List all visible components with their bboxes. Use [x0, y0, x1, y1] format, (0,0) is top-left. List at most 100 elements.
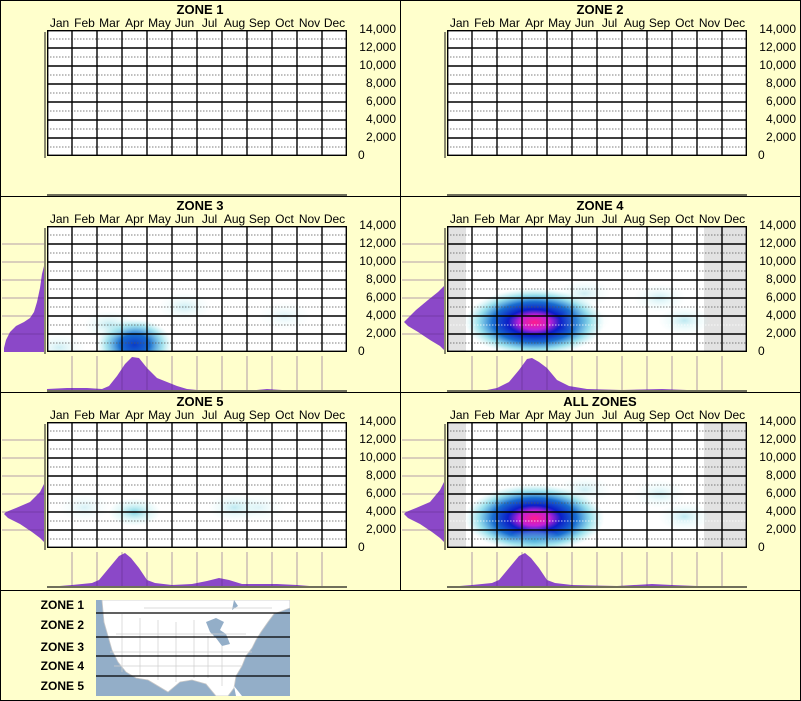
y-tick-label: 14,000 [359, 218, 396, 232]
month-label: Mar [499, 408, 520, 422]
month-label: Nov [298, 408, 321, 422]
heatmap-grid [47, 226, 347, 352]
legend-zone-4: ZONE 4 [40, 659, 84, 673]
panel-all-zones: ALL ZONES Jan Feb Mar Apr May Jun Jul Aug Sep Oct… [400, 392, 800, 588]
y-tick-label: 0 [358, 344, 365, 358]
month-label: Oct [675, 408, 694, 422]
y-tick-label: 0 [758, 344, 765, 358]
vertical-divider [400, 0, 401, 590]
y-tick-label: 6,000 [365, 290, 396, 304]
month-label: Aug [623, 16, 646, 30]
heatmap-grid [447, 30, 747, 156]
horizontal-divider [0, 392, 801, 393]
month-density-curve [447, 356, 747, 392]
y-tick-label: 6,000 [765, 94, 796, 108]
heatmap-grid [447, 226, 747, 352]
month-label: Dec [723, 16, 746, 30]
month-density-curve [47, 356, 347, 392]
month-label: May [548, 212, 571, 226]
month-label: Oct [275, 16, 294, 30]
y-tick-label: 8,000 [765, 76, 796, 90]
y-tick-label: 14,000 [759, 218, 796, 232]
panel-zone-4: ZONE 4 Jan Feb Mar Apr May Jun Jul Aug Sep Oct Nov… [400, 196, 800, 392]
heatmap-grid [447, 422, 747, 548]
y-tick-label: 14,000 [359, 414, 396, 428]
month-label: Oct [275, 212, 294, 226]
month-label: Nov [698, 408, 721, 422]
y-tick-label: 0 [758, 148, 765, 162]
month-label: Sep [248, 212, 271, 226]
month-density-curve [47, 552, 347, 588]
left-axis-line [444, 424, 446, 550]
month-label: Jun [174, 408, 195, 422]
y-tick-label: 8,000 [765, 272, 796, 286]
y-tick-label: 4,000 [365, 112, 396, 126]
heatmap-grid [47, 422, 347, 548]
month-label: Jul [201, 16, 218, 30]
y-tick-label: 12,000 [759, 432, 796, 446]
month-label: Aug [223, 408, 246, 422]
us-zone-map [96, 600, 290, 696]
panel-title: ALL ZONES [563, 394, 637, 409]
left-axis-line [44, 32, 46, 158]
y-tick-label: 6,000 [765, 290, 796, 304]
elevation-density-curve [2, 439, 44, 548]
month-label: Jan [449, 408, 470, 422]
elevation-axis: 14,000 12,000 10,000 8,000 6,000 4,000 2,000 0 [750, 218, 800, 358]
month-label: Aug [223, 212, 246, 226]
y-tick-label: 4,000 [765, 308, 796, 322]
month-label: Apr [525, 16, 544, 30]
elevation-axis: 14,000 12,000 10,000 8,000 6,000 4,000 2,000 0 [350, 218, 400, 358]
y-tick-label: 2,000 [765, 130, 796, 144]
month-label: Apr [125, 212, 144, 226]
month-label: May [148, 408, 171, 422]
y-tick-label: 0 [358, 148, 365, 162]
panel-title: ZONE 1 [176, 2, 224, 17]
y-tick-label: 14,000 [359, 22, 396, 36]
y-tick-label: 2,000 [765, 326, 796, 340]
elevation-axis: 14,000 12,000 10,000 8,000 6,000 4,000 2,000 0 [750, 22, 800, 162]
month-label: Feb [74, 408, 95, 422]
month-label: Feb [474, 212, 495, 226]
elevation-axis: 14,000 12,000 10,000 8,000 6,000 4,000 2,000 0 [350, 22, 400, 162]
density-baseline [447, 390, 747, 392]
density-baseline [447, 194, 747, 196]
month-label: Jul [201, 408, 218, 422]
month-label: Nov [298, 16, 321, 30]
month-label: Jul [201, 212, 218, 226]
month-label: Jan [49, 212, 70, 226]
month-label: Dec [323, 408, 346, 422]
month-label: Apr [525, 408, 544, 422]
month-label: Sep [248, 16, 271, 30]
month-label: Jun [174, 16, 195, 30]
month-label: Oct [675, 16, 694, 30]
month-label: May [548, 16, 571, 30]
month-label: Sep [248, 408, 271, 422]
legend-zone-5: ZONE 5 [40, 679, 84, 693]
month-label: Nov [698, 212, 721, 226]
month-density-curve [447, 552, 747, 588]
zone-legend: ZONE 1 ZONE 2 ZONE 3 ZONE 4 ZONE 5 [0, 591, 801, 701]
y-tick-label: 10,000 [359, 254, 396, 268]
left-axis-line [44, 228, 46, 354]
month-label: Apr [125, 16, 144, 30]
panel-zone-3: ZONE 3 Jan Feb Mar Apr May Jun Jul Aug Sep Oct Nov… [0, 196, 400, 392]
panel-zone-5: ZONE 5 Jan Feb Mar Apr May Jun Jul Aug Sep Oct Nov… [0, 392, 400, 588]
month-label: Jun [574, 212, 595, 226]
month-label: Jan [49, 16, 70, 30]
month-label: Sep [648, 408, 671, 422]
horizontal-divider [0, 196, 801, 197]
month-label: Jul [601, 16, 618, 30]
month-label: Jan [449, 16, 470, 30]
month-label: Dec [323, 16, 346, 30]
y-tick-label: 0 [358, 540, 365, 554]
y-tick-label: 6,000 [365, 94, 396, 108]
y-tick-label: 8,000 [365, 272, 396, 286]
y-tick-label: 10,000 [359, 450, 396, 464]
month-label: Apr [525, 212, 544, 226]
month-axis: Jan Feb Mar Apr May Jun Jul Aug Sep Oct Nov Dec [447, 408, 747, 422]
y-tick-label: 8,000 [365, 76, 396, 90]
month-label: May [148, 212, 171, 226]
heatmap-grid [47, 30, 347, 156]
y-tick-label: 12,000 [359, 236, 396, 250]
